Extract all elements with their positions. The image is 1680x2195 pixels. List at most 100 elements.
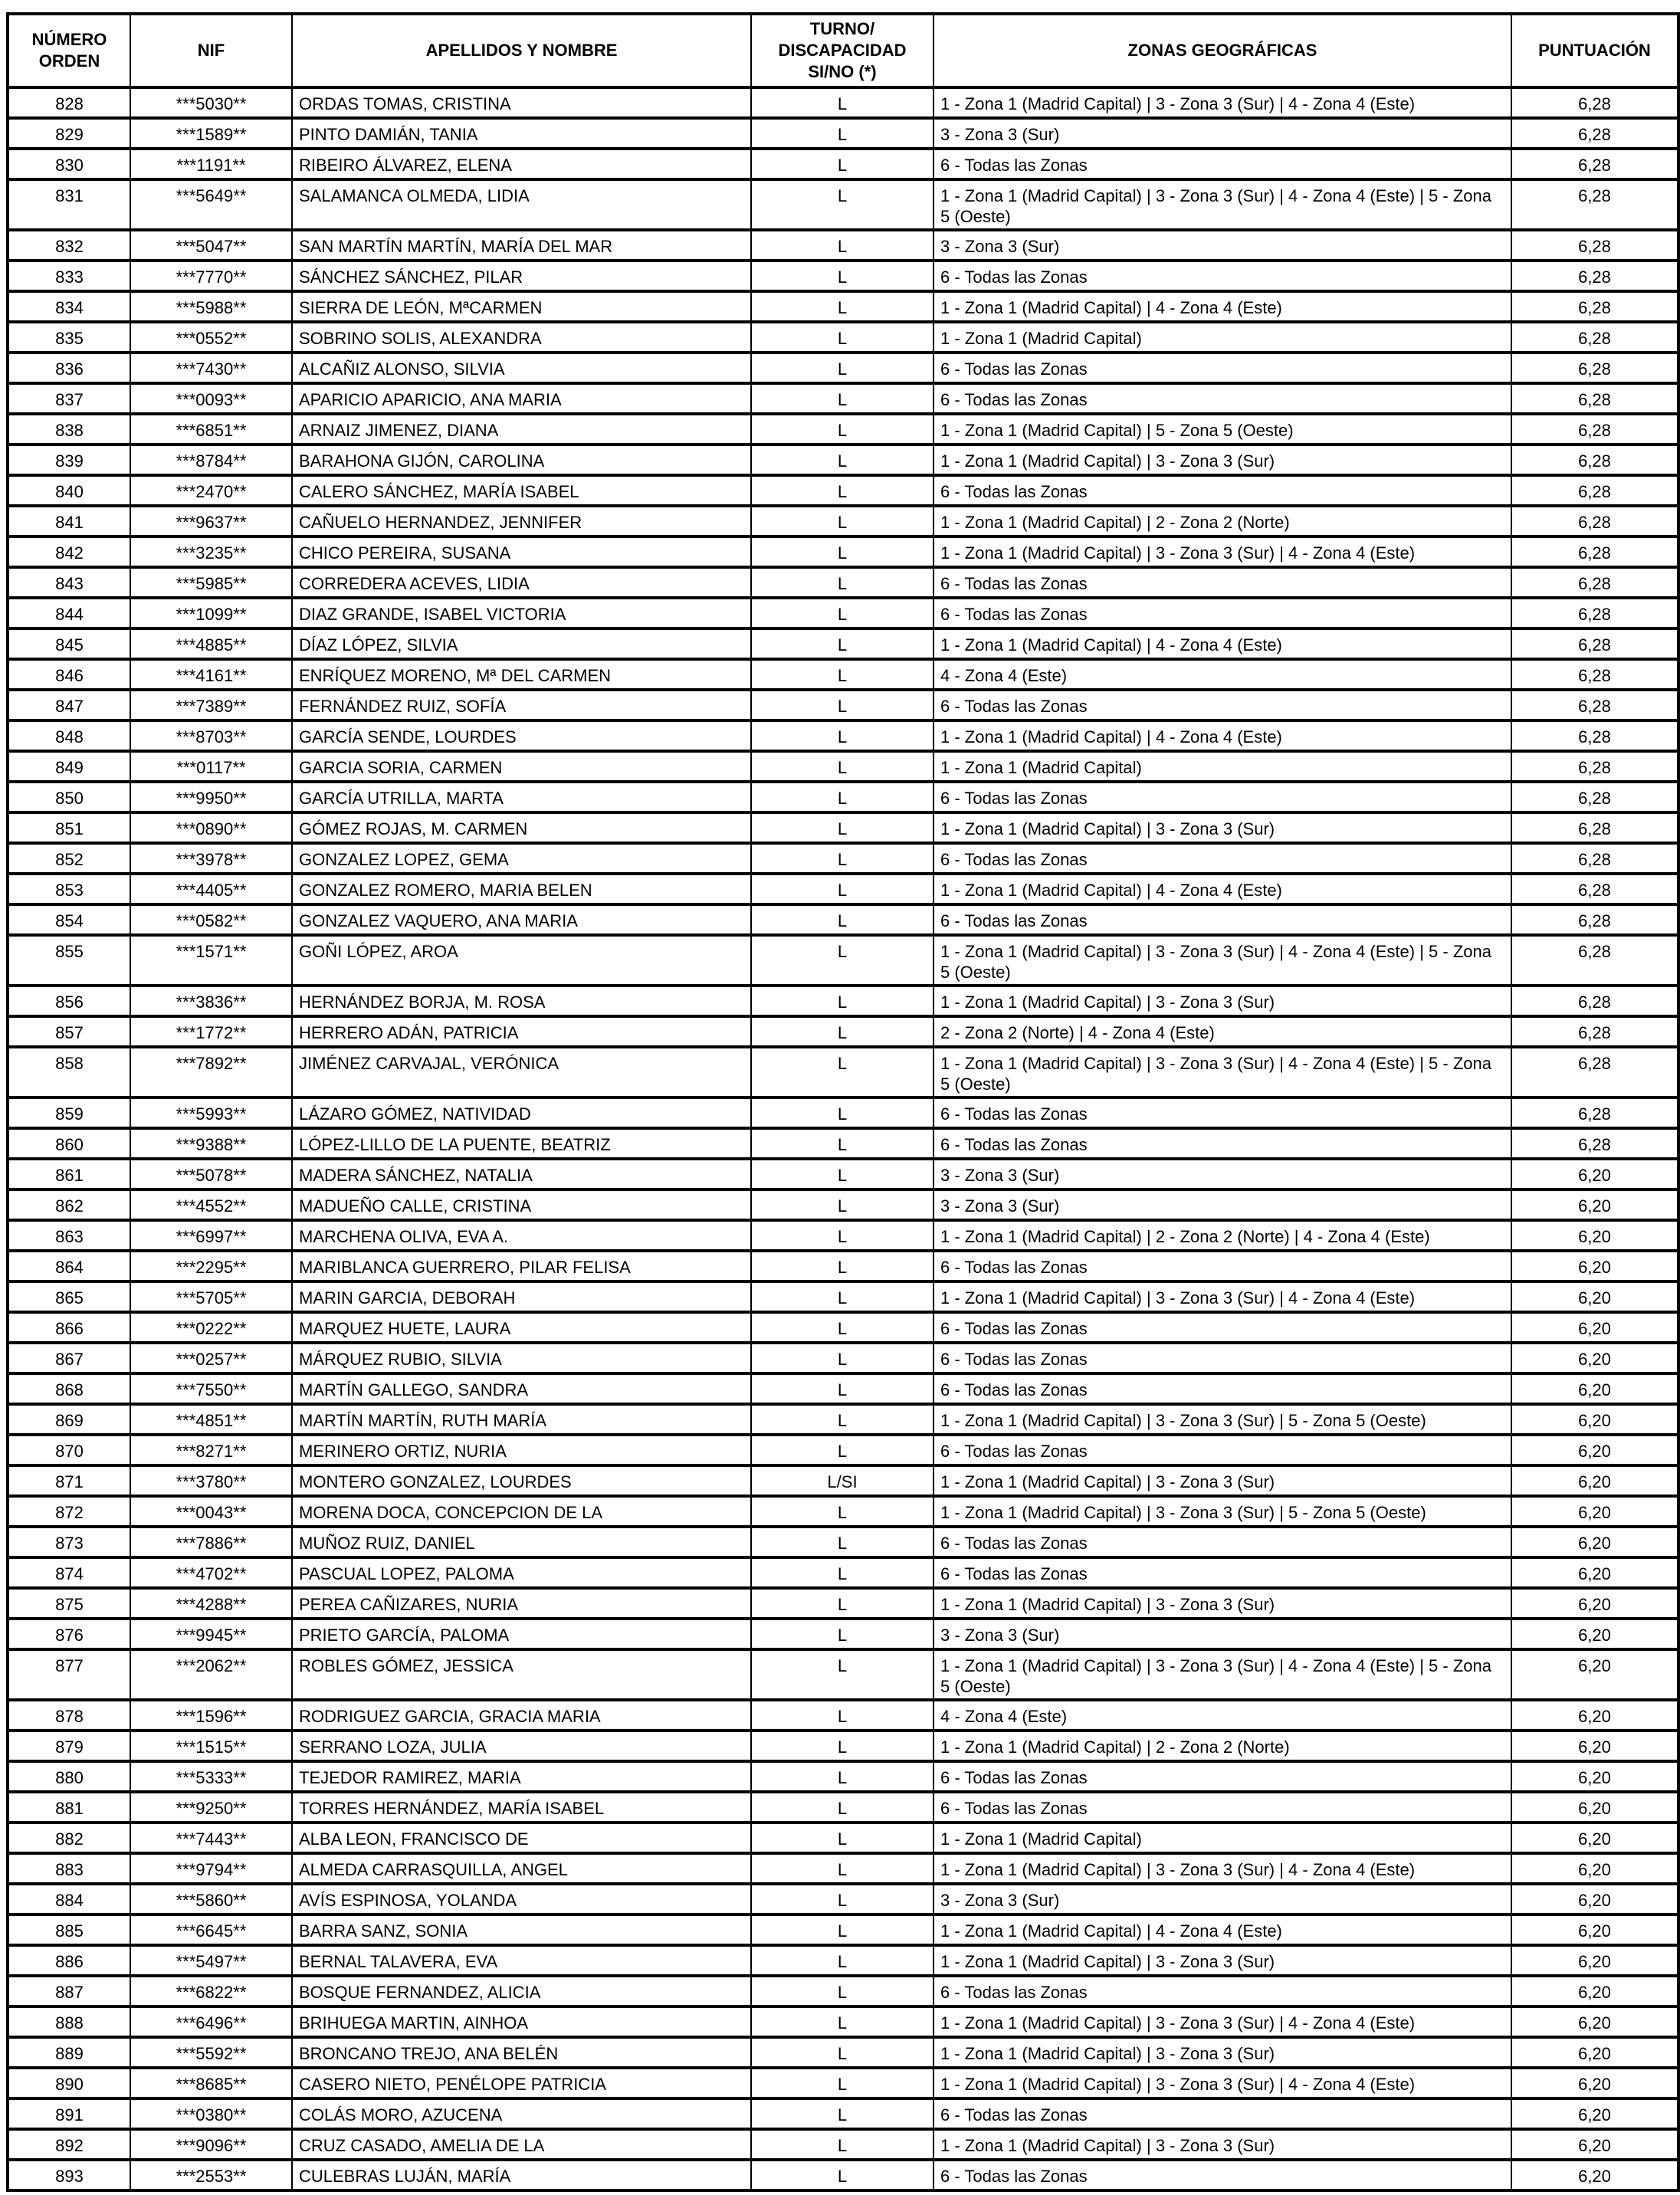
table-row: 851 ***0890** GÓMEZ ROJAS, M. CARMEN L 1 - Z…: [7, 811, 1679, 845]
cell-nif: ***7389**: [130, 688, 293, 722]
cell-puntuacion: 6,28: [1511, 658, 1679, 691]
table-row: 859 ***5993** LÁZARO GÓMEZ, NATIVIDAD L 6 - …: [7, 1096, 1679, 1130]
cell-nif: ***4851**: [130, 1403, 293, 1436]
table-row: 857 ***1772** HERRERO ADÁN, PATRICIA L 2 - Z…: [7, 1015, 1679, 1048]
cell-apellidos-nombre: HERRERO ADÁN, PATRICIA: [291, 1015, 752, 1048]
cell-turno: L: [750, 1974, 934, 2008]
cell-turno: L: [750, 535, 934, 569]
cell-zonas: 6 - Todas las Zonas: [933, 1556, 1512, 1590]
table-body: 828 ***5030** ORDAS TOMAS, CRISTINA L 1 - Zo…: [7, 86, 1679, 2192]
table-row: 858 ***7892** JIMÉNEZ CARVAJAL, VERÓNICA L 1…: [7, 1045, 1679, 1099]
cell-zonas: 3 - Zona 3 (Sur): [933, 1157, 1512, 1191]
cell-apellidos-nombre: SIERRA DE LEÓN, MªCARMEN: [291, 290, 752, 323]
cell-zonas: 1 - Zona 1 (Madrid Capital) | 3 - Zona 3…: [933, 443, 1512, 477]
cell-apellidos-nombre: BOSQUE FERNANDEZ, ALICIA: [291, 1974, 752, 2008]
cell-numero-orden: 880: [7, 1760, 131, 1793]
cell-turno: L: [750, 1157, 934, 1191]
cell-apellidos-nombre: HERNÁNDEZ BORJA, M. ROSA: [291, 984, 752, 1018]
cell-puntuacion: 6,28: [1511, 1045, 1679, 1099]
table-row: 891 ***0380** COLÁS MORO, AZUCENA L 6 - Toda…: [7, 2097, 1679, 2131]
cell-apellidos-nombre: GONZALEZ ROMERO, MARIA BELEN: [291, 872, 752, 906]
cell-numero-orden: 872: [7, 1495, 131, 1528]
cell-nif: ***0890**: [130, 811, 293, 845]
cell-numero-orden: 888: [7, 2005, 131, 2039]
cell-puntuacion: 6,20: [1511, 1311, 1679, 1344]
cell-nif: ***1772**: [130, 1015, 293, 1048]
table-row: 876 ***9945** PRIETO GARCÍA, PALOMA L 3 - Zo…: [7, 1617, 1679, 1651]
cell-turno: L: [750, 1311, 934, 1344]
cell-nif: ***9794**: [130, 1852, 293, 1885]
cell-nif: ***7443**: [130, 1821, 293, 1855]
cell-puntuacion: 6,28: [1511, 984, 1679, 1018]
cell-turno: L/SI: [750, 1464, 934, 1498]
cell-puntuacion: 6,28: [1511, 535, 1679, 569]
cell-nif: ***2553**: [130, 2158, 293, 2192]
cell-numero-orden: 844: [7, 596, 131, 630]
table-row: 854 ***0582** GONZALEZ VAQUERO, ANA MARIA L…: [7, 903, 1679, 937]
cell-nif: ***3836**: [130, 984, 293, 1018]
cell-apellidos-nombre: ALBA LEON, FRANCISCO DE: [291, 1821, 752, 1855]
cell-turno: L: [750, 1188, 934, 1222]
table-row: 874 ***4702** PASCUAL LOPEZ, PALOMA L 6 - To…: [7, 1556, 1679, 1590]
cell-puntuacion: 6,28: [1511, 903, 1679, 937]
cell-nif: ***5592**: [130, 2036, 293, 2069]
cell-nif: ***0222**: [130, 1311, 293, 1344]
cell-numero-orden: 852: [7, 842, 131, 875]
cell-turno: L: [750, 1015, 934, 1048]
cell-turno: L: [750, 811, 934, 845]
cell-nif: ***4161**: [130, 658, 293, 691]
table-row: 850 ***9950** GARCÍA UTRILLA, MARTA L 6 - To…: [7, 780, 1679, 814]
cell-turno: L: [750, 984, 934, 1018]
cell-puntuacion: 6,28: [1511, 719, 1679, 753]
cell-nif: ***0380**: [130, 2097, 293, 2131]
table-row: 849 ***0117** GARCIA SORIA, CARMEN L 1 - Zon…: [7, 750, 1679, 783]
cell-apellidos-nombre: MERINERO ORTIZ, NURIA: [291, 1433, 752, 1467]
cell-apellidos-nombre: SAN MARTÍN MARTÍN, MARÍA DEL MAR: [291, 228, 752, 262]
cell-zonas: 6 - Todas las Zonas: [933, 351, 1512, 385]
cell-turno: L: [750, 566, 934, 599]
cell-puntuacion: 6,20: [1511, 1525, 1679, 1559]
cell-numero-orden: 835: [7, 320, 131, 354]
cell-numero-orden: 859: [7, 1096, 131, 1130]
cell-turno: L: [750, 1219, 934, 1252]
cell-nif: ***0582**: [130, 903, 293, 937]
cell-numero-orden: 848: [7, 719, 131, 753]
cell-puntuacion: 6,28: [1511, 178, 1679, 231]
cell-turno: L: [750, 750, 934, 783]
cell-numero-orden: 837: [7, 382, 131, 415]
table-row: 852 ***3978** GONZALEZ LOPEZ, GEMA L 6 - Tod…: [7, 842, 1679, 875]
table-row: 868 ***7550** MARTÍN GALLEGO, SANDRA L 6 - T…: [7, 1372, 1679, 1406]
table-row: 863 ***6997** MARCHENA OLIVA, EVA A. L 1 - Z…: [7, 1219, 1679, 1252]
cell-zonas: 3 - Zona 3 (Sur): [933, 228, 1512, 262]
table-row: 889 ***5592** BRONCANO TREJO, ANA BELÉN L 1 …: [7, 2036, 1679, 2069]
cell-puntuacion: 6,20: [1511, 1852, 1679, 1885]
cell-nif: ***6822**: [130, 1974, 293, 2008]
cell-apellidos-nombre: MARQUEZ HUETE, LAURA: [291, 1311, 752, 1344]
cell-nif: ***8703**: [130, 719, 293, 753]
cell-apellidos-nombre: AVÍS ESPINOSA, YOLANDA: [291, 1882, 752, 1916]
table-row: 844 ***1099** DIAZ GRANDE, ISABEL VICTORIA…: [7, 596, 1679, 630]
header-nif: NIF: [130, 12, 293, 89]
cell-turno: L: [750, 2097, 934, 2131]
table-row: 870 ***8271** MERINERO ORTIZ, NURIA L 6 - To…: [7, 1433, 1679, 1467]
cell-apellidos-nombre: MARIN GARCIA, DEBORAH: [291, 1280, 752, 1314]
cell-nif: ***1191**: [130, 147, 293, 181]
cell-numero-orden: 882: [7, 1821, 131, 1855]
cell-puntuacion: 6,20: [1511, 2097, 1679, 2131]
cell-turno: L: [750, 1403, 934, 1436]
cell-apellidos-nombre: APARICIO APARICIO, ANA MARIA: [291, 382, 752, 415]
cell-numero-orden: 869: [7, 1403, 131, 1436]
cell-zonas: 3 - Zona 3 (Sur): [933, 1882, 1512, 1916]
cell-nif: ***3780**: [130, 1464, 293, 1498]
cell-zonas: 1 - Zona 1 (Madrid Capital) | 3 - Zona 3…: [933, 1403, 1512, 1436]
cell-puntuacion: 6,28: [1511, 320, 1679, 354]
cell-turno: L: [750, 872, 934, 906]
cell-puntuacion: 6,20: [1511, 1821, 1679, 1855]
cell-puntuacion: 6,28: [1511, 842, 1679, 875]
table-row: 829 ***1589** PINTO DAMIÁN, TANIA L 3 - Zona…: [7, 116, 1679, 150]
cell-turno: L: [750, 1556, 934, 1590]
cell-puntuacion: 6,28: [1511, 750, 1679, 783]
cell-apellidos-nombre: ROBLES GÓMEZ, JESSICA: [291, 1648, 752, 1701]
cell-apellidos-nombre: PASCUAL LOPEZ, PALOMA: [291, 1556, 752, 1590]
cell-numero-orden: 836: [7, 351, 131, 385]
